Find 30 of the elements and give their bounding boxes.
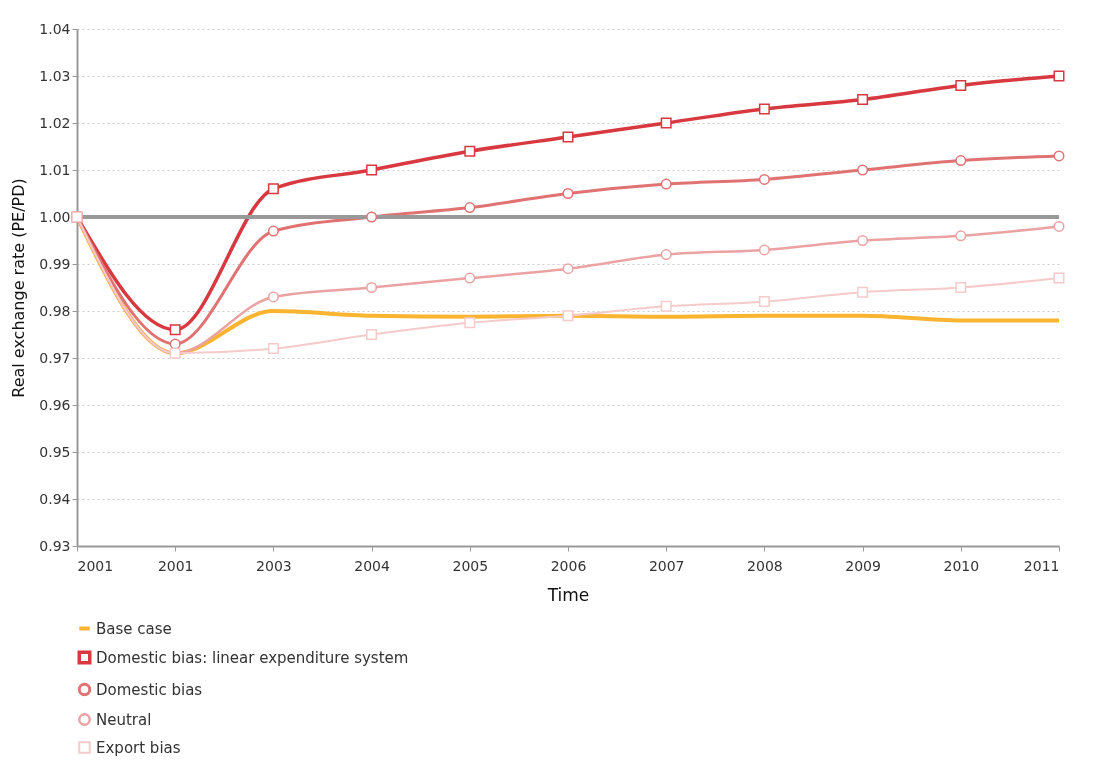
legend-label: Domestic bias: linear expenditure system <box>96 648 409 667</box>
x-tick-label: 2001 <box>77 557 114 574</box>
y-tick-label: 1.03 <box>39 67 71 84</box>
y-tick-label: 1.04 <box>39 20 71 37</box>
y-axis-title: Real exchange rate (PE/PD) <box>9 178 29 398</box>
x-axis-title: Time <box>546 584 590 605</box>
x-tick-label: 2008 <box>747 557 783 574</box>
y-tick-label: 0.94 <box>39 490 71 507</box>
x-tick-label: 2009 <box>845 557 881 574</box>
y-tick-label: 1.00 <box>39 208 71 225</box>
legend-label: Base case <box>96 619 172 638</box>
legend-label: Export bias <box>96 738 181 757</box>
x-tick-label: 2007 <box>648 557 685 574</box>
x-tick-label: 2006 <box>550 557 587 574</box>
x-tick-label: 2003 <box>256 557 292 574</box>
x-tick-label: 2005 <box>452 557 489 574</box>
x-tick-label: 2010 <box>943 557 980 574</box>
y-tick-label: 0.99 <box>39 255 71 272</box>
x-tick-label: 2004 <box>354 557 390 574</box>
legend-label: Neutral <box>96 710 152 729</box>
y-tick-label: 0.98 <box>39 302 71 319</box>
y-tick-label: 0.96 <box>39 396 71 413</box>
y-tick-label: 0.97 <box>39 349 71 366</box>
y-tick-label: 1.01 <box>39 161 71 178</box>
x-tick-label: 2011 <box>1023 557 1060 574</box>
y-tick-label: 1.02 <box>39 114 71 131</box>
y-tick-label: 0.93 <box>39 537 71 554</box>
x-tick-label: 2001 <box>157 557 194 574</box>
legend-label: Domestic bias <box>96 680 203 699</box>
y-tick-label: 0.95 <box>39 443 71 460</box>
